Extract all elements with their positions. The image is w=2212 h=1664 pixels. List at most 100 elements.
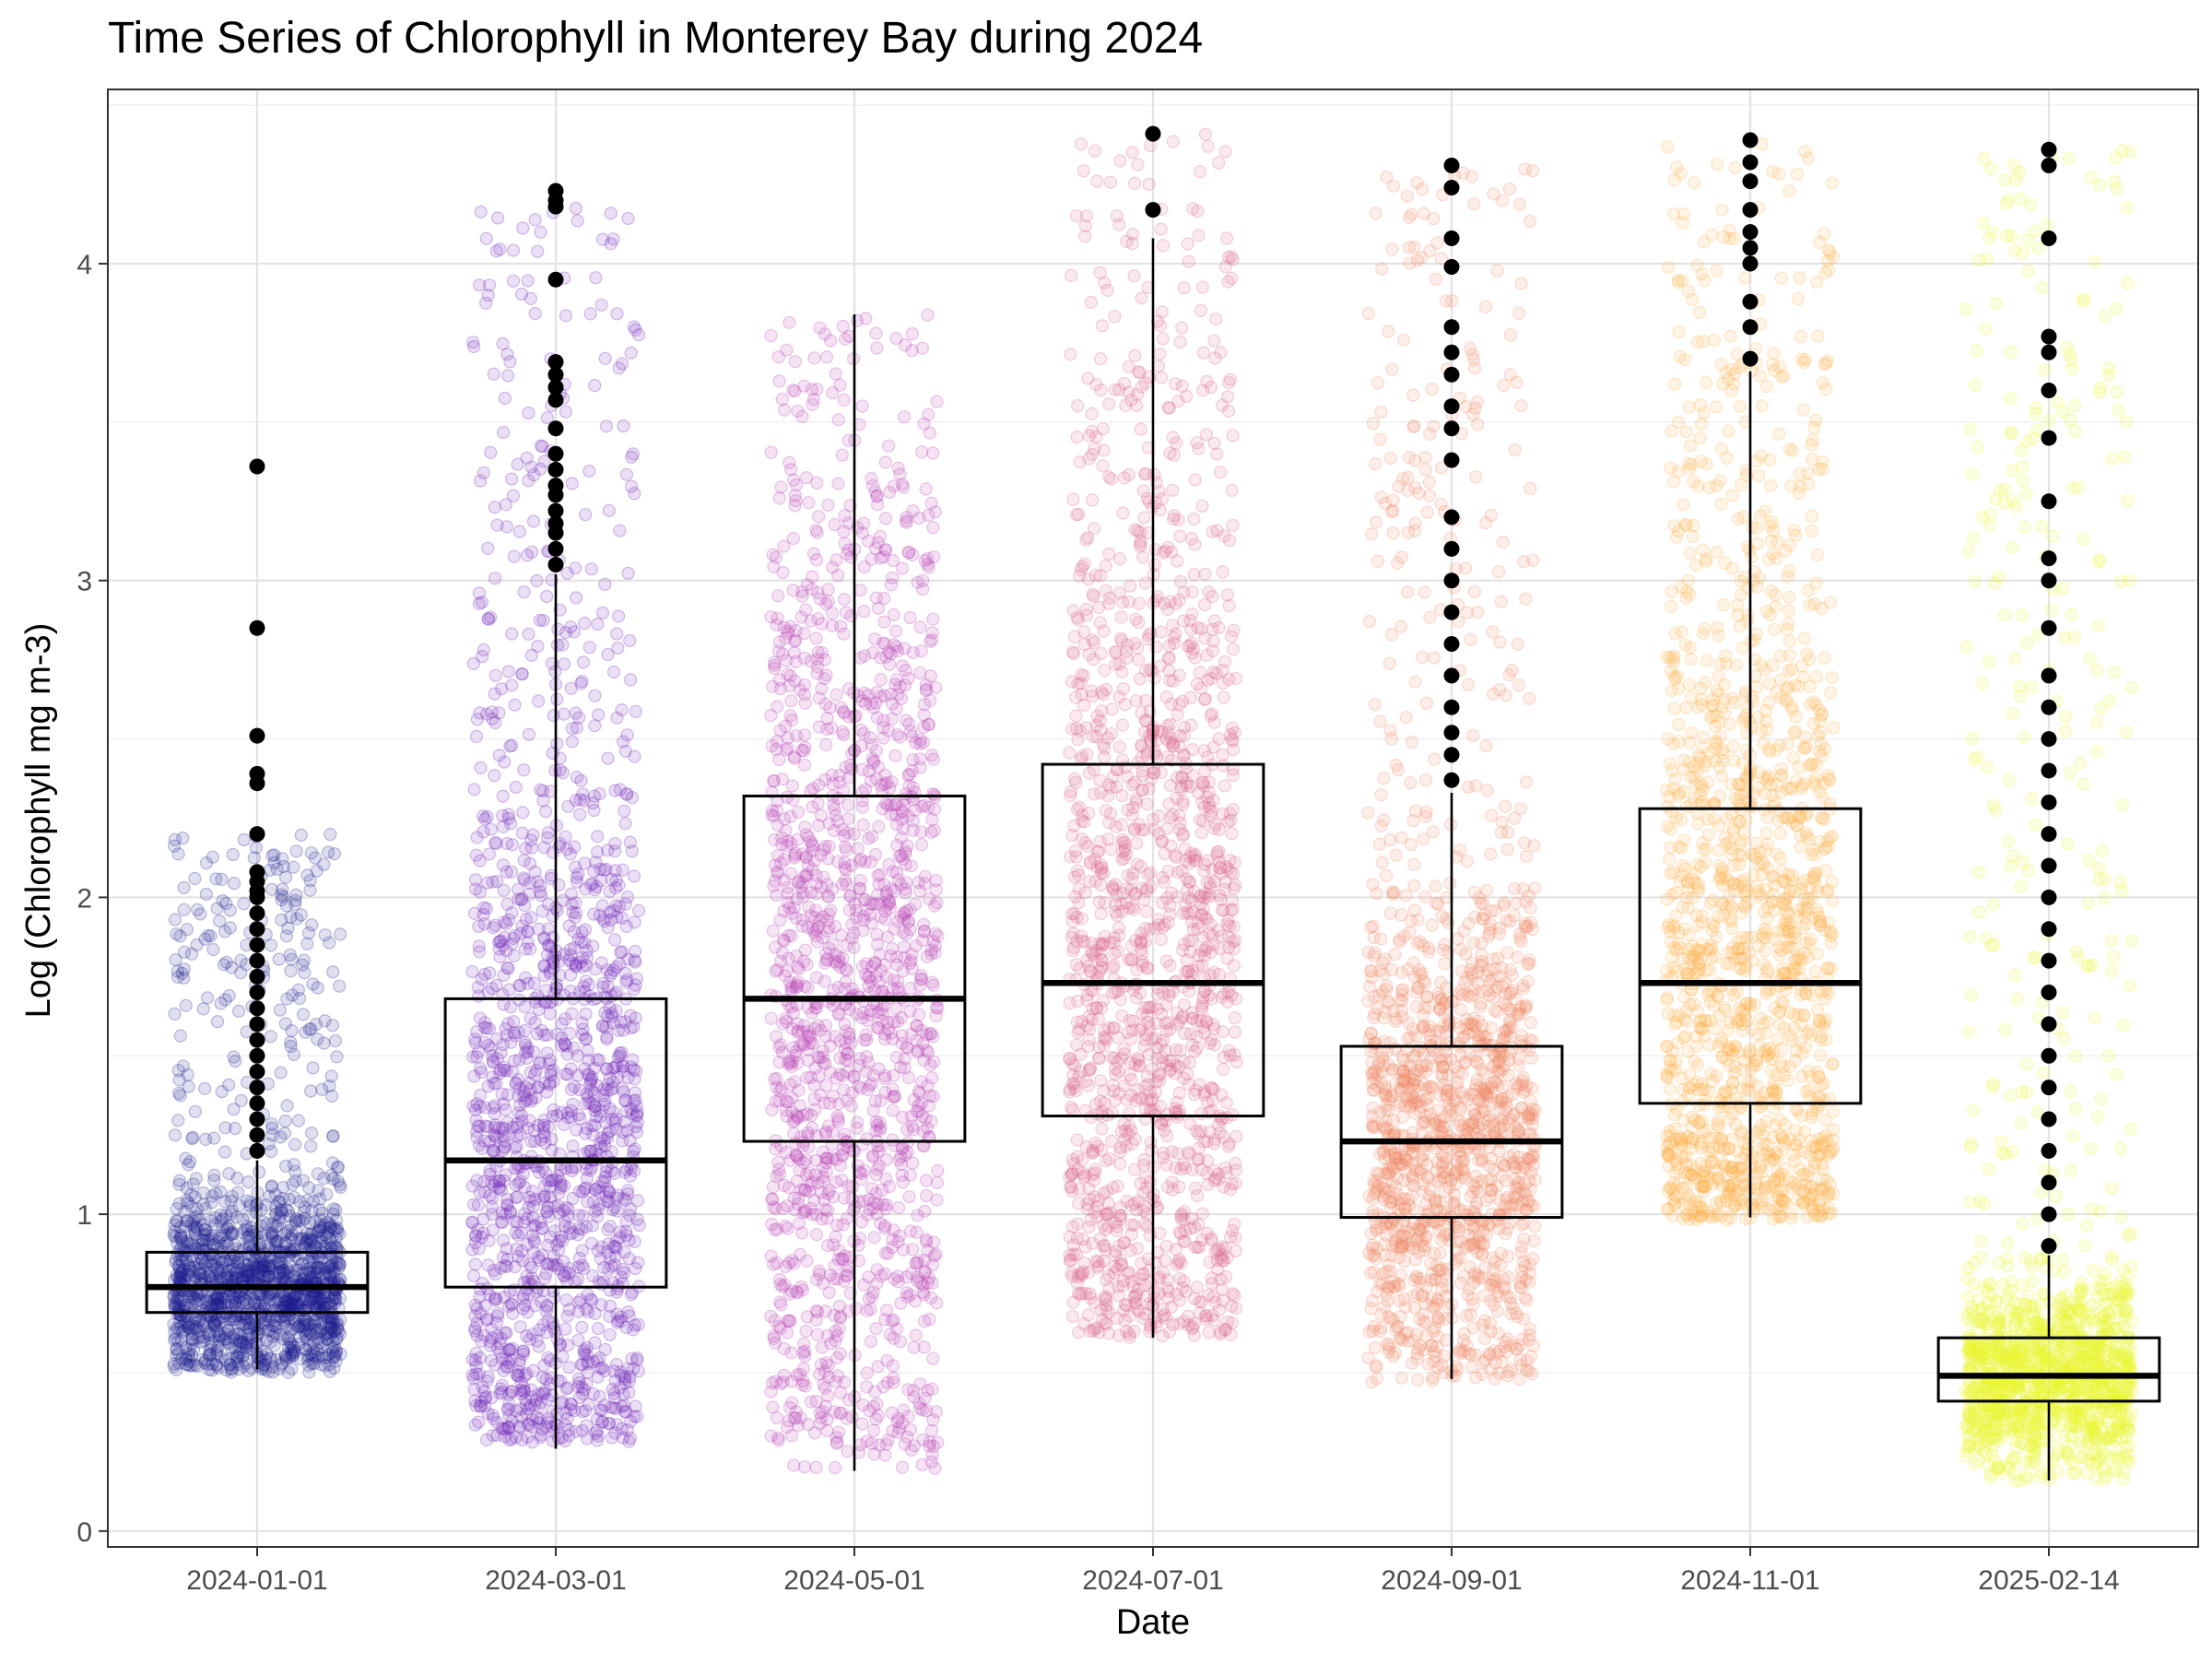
data-point [887, 1091, 899, 1103]
data-point [887, 1360, 899, 1372]
data-point [924, 1440, 935, 1452]
data-point [883, 858, 895, 870]
data-point [581, 1123, 593, 1135]
data-point [325, 1070, 337, 1082]
data-point [604, 1186, 616, 1198]
data-point [821, 1424, 833, 1436]
data-point [208, 1132, 220, 1144]
data-point [279, 1127, 291, 1139]
data-point [927, 613, 939, 625]
data-point [623, 1253, 635, 1265]
data-point [811, 554, 823, 566]
data-point [564, 1028, 576, 1040]
data-point [861, 1367, 873, 1379]
data-point [865, 1437, 877, 1449]
data-point [468, 1198, 480, 1210]
data-point [856, 1418, 868, 1430]
data-point [796, 1379, 808, 1391]
data-point [228, 1051, 240, 1063]
data-point [875, 1094, 887, 1106]
data-point [604, 1126, 616, 1138]
data-point [265, 1031, 276, 1043]
data-point [833, 1426, 845, 1438]
data-point [537, 795, 549, 807]
data-point [793, 1111, 805, 1123]
data-point [1167, 136, 1179, 148]
data-point [524, 728, 535, 740]
data-point [329, 1035, 341, 1047]
data-point [929, 927, 941, 939]
data-point [583, 642, 595, 654]
data-point [258, 1359, 270, 1371]
data-point [182, 1080, 194, 1092]
data-point [822, 1240, 834, 1252]
data-point [493, 707, 505, 719]
data-point [277, 1182, 289, 1194]
data-point [295, 829, 307, 841]
data-point [594, 1110, 606, 1122]
data-point [537, 615, 549, 627]
data-point [1227, 520, 1239, 532]
data-point [473, 597, 485, 609]
data-point [492, 212, 504, 224]
data-point [298, 1293, 310, 1305]
data-point [788, 1192, 800, 1204]
data-point [268, 849, 280, 861]
data-point [821, 954, 833, 966]
data-point [845, 891, 857, 903]
data-point [216, 873, 228, 885]
data-point [770, 965, 782, 977]
data-point [599, 1343, 611, 1355]
data-point [473, 1416, 485, 1428]
data-point [516, 1109, 528, 1121]
data-point [619, 1195, 631, 1207]
data-point [477, 1142, 488, 1154]
data-point [229, 1298, 241, 1310]
data-point [611, 308, 623, 320]
data-point [180, 999, 192, 1011]
data-point [529, 214, 541, 226]
data-point [485, 611, 497, 623]
data-point [528, 469, 540, 481]
data-point [602, 752, 614, 764]
data-point [871, 342, 883, 354]
data-point [626, 451, 638, 463]
data-point [597, 981, 609, 993]
data-point [811, 936, 823, 948]
data-point [825, 335, 837, 347]
data-point [277, 1315, 289, 1327]
data-point [556, 1432, 568, 1444]
data-point [196, 1255, 208, 1267]
data-point [870, 327, 882, 339]
data-point [837, 1069, 849, 1081]
data-point [773, 375, 785, 387]
data-point [238, 1361, 250, 1373]
data-point [517, 1290, 529, 1302]
data-point [794, 1368, 806, 1380]
data-point [218, 959, 229, 971]
data-point [561, 1048, 573, 1060]
data-point [564, 985, 576, 997]
data-point [606, 1165, 618, 1177]
data-point [217, 895, 229, 907]
data-point [916, 1110, 928, 1122]
data-point [840, 864, 852, 876]
data-point [631, 1410, 643, 1422]
data-point [623, 1310, 635, 1322]
data-point [587, 797, 599, 809]
data-point [560, 844, 572, 856]
data-point [570, 897, 582, 909]
data-point [618, 736, 629, 748]
data-point [194, 908, 206, 920]
data-point [501, 1199, 513, 1211]
data-point [927, 979, 939, 991]
data-point [628, 321, 640, 333]
data-point [576, 1245, 588, 1257]
data-point [324, 937, 335, 949]
data-point [888, 799, 900, 811]
data-point [469, 1322, 481, 1334]
data-point [512, 1162, 524, 1174]
data-point [547, 846, 559, 858]
data-point [1154, 348, 1166, 360]
data-point [529, 1068, 541, 1080]
